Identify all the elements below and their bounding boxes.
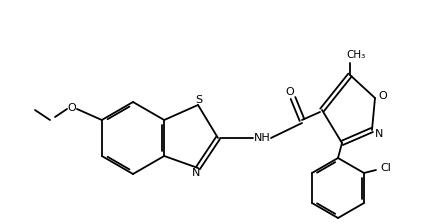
Text: O: O <box>379 91 387 101</box>
Text: N: N <box>375 129 383 139</box>
Text: S: S <box>196 95 202 105</box>
Text: CH₃: CH₃ <box>346 50 366 60</box>
Text: Cl: Cl <box>380 163 391 173</box>
Text: N: N <box>192 168 200 178</box>
Text: O: O <box>285 87 294 97</box>
Text: NH: NH <box>253 133 271 143</box>
Text: O: O <box>68 103 76 113</box>
